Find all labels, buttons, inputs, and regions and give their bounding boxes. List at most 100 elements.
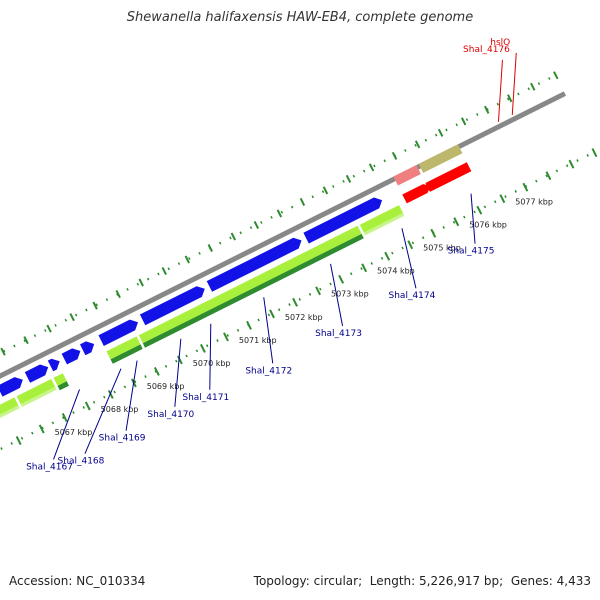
inner-major-tick	[453, 217, 460, 227]
outer-major-tick	[184, 255, 190, 264]
outer-major-tick	[0, 347, 6, 356]
accession-value: NC_010334	[76, 574, 146, 588]
scale-label: 5076 kbp	[469, 221, 507, 230]
outer-major-tick	[460, 117, 467, 126]
cds-forward-8	[139, 286, 205, 326]
gene-label: Shal_4171	[182, 393, 229, 403]
gene-leader	[125, 360, 138, 431]
gene-label: Shal_4170	[147, 410, 194, 420]
gene-leader	[470, 193, 476, 244]
right-feature-olive-1	[418, 144, 463, 173]
outer-major-tick	[368, 163, 375, 172]
outer-major-tick	[69, 313, 75, 322]
gene-label: Shal_4167	[26, 462, 73, 472]
length-value: 5,226,917 bp	[419, 574, 500, 588]
inner-major-tick	[384, 251, 391, 261]
inner-major-tick	[292, 297, 298, 307]
cds-forward-6	[80, 341, 95, 356]
tick-layer	[0, 71, 598, 451]
green-track-dark-4	[110, 344, 143, 364]
gene-label: Shal_4172	[245, 366, 292, 376]
outer-major-tick	[207, 243, 213, 253]
inner-major-tick	[223, 332, 229, 342]
gene-label: hslO	[490, 38, 510, 48]
scale-label: 5071 kbp	[239, 336, 277, 345]
gene-label: Shal_4173	[315, 329, 362, 339]
inner-major-tick	[476, 205, 483, 215]
green-track-light-3	[53, 373, 67, 386]
outer-major-tick	[391, 151, 398, 160]
scale-label: 5075 kbp	[423, 244, 461, 253]
inner-major-tick	[246, 320, 252, 330]
genes-label: Genes:	[510, 574, 553, 588]
scale-label: 5069 kbp	[147, 382, 185, 391]
scale-label: 5073 kbp	[331, 290, 369, 299]
accession-info: Accession: NC_010334	[9, 574, 145, 588]
scale-label: 5077 kbp	[515, 198, 553, 207]
genome-stats: Topology: circular; Length: 5,226,917 bp…	[253, 574, 591, 588]
gene-label: Shal_4169	[99, 434, 146, 444]
right-feature-red-3	[425, 162, 472, 192]
outer-major-tick	[345, 174, 352, 183]
inner-major-tick	[545, 171, 552, 181]
gene-label: Shal_4176	[463, 45, 510, 55]
inner-major-tick	[407, 240, 414, 250]
inner-major-tick	[107, 389, 114, 399]
inner-major-tick	[200, 343, 206, 353]
outer-major-tick	[484, 105, 490, 114]
outer-major-tick	[414, 140, 421, 149]
cds-forward-5	[61, 348, 81, 365]
inner-major-tick	[315, 286, 321, 296]
gene-leader	[497, 59, 503, 122]
inner-major-tick	[153, 366, 160, 376]
gene-label: Shal_4174	[389, 291, 436, 301]
right-feature-pink-0	[393, 165, 421, 186]
gene-leader	[263, 297, 274, 364]
topology-value: circular	[313, 574, 359, 588]
gene-leader	[174, 338, 182, 407]
scale-label: 5074 kbp	[377, 267, 415, 276]
cds-forward-2	[0, 377, 23, 397]
outer-major-tick	[230, 232, 237, 241]
feature-layer	[0, 144, 472, 418]
cds-forward-9	[206, 237, 302, 292]
inner-major-tick	[38, 424, 45, 434]
green-track-light-edge-6	[363, 213, 405, 236]
length-label: Length:	[369, 574, 416, 588]
outer-major-tick	[276, 209, 283, 218]
right-feature-red-2	[402, 184, 431, 204]
green-track-light-edge-1	[0, 405, 20, 418]
green-track-dark-3	[57, 381, 69, 391]
inner-major-tick	[269, 309, 275, 319]
cds-forward-4	[47, 358, 60, 372]
inner-major-tick	[499, 194, 506, 204]
cds-forward-3	[24, 364, 49, 383]
outer-major-tick	[507, 94, 513, 103]
topology-label: Topology:	[253, 574, 310, 588]
inner-major-tick	[338, 274, 345, 284]
outer-major-tick	[115, 290, 121, 299]
outer-major-tick	[46, 324, 52, 333]
gene-label: Shal_4175	[448, 247, 495, 257]
inner-major-tick	[176, 355, 183, 365]
genes-value: 4,433	[556, 574, 591, 588]
outer-major-tick	[322, 186, 329, 195]
cds-forward-7	[98, 319, 138, 346]
gene-leader	[209, 323, 212, 390]
gene-label: Shal_4168	[58, 457, 105, 467]
inner-major-tick	[15, 436, 22, 445]
scale-label: 5070 kbp	[193, 359, 231, 368]
outer-major-tick	[138, 278, 144, 287]
inner-major-tick	[591, 148, 598, 158]
green-track-light-6	[359, 205, 403, 233]
label-layer: 5067 kbp 5068 kbp 5069 kbp 5070 kbp 5071 kbp…	[26, 38, 553, 473]
scale-label: 5072 kbp	[285, 313, 323, 322]
outer-major-tick	[299, 197, 306, 206]
outer-major-tick	[92, 301, 98, 310]
scale-label: 5067 kbp	[55, 428, 93, 437]
inner-major-tick	[568, 159, 575, 169]
outer-major-tick	[553, 71, 559, 80]
gene-leader	[330, 263, 344, 327]
outer-major-tick	[437, 128, 444, 137]
